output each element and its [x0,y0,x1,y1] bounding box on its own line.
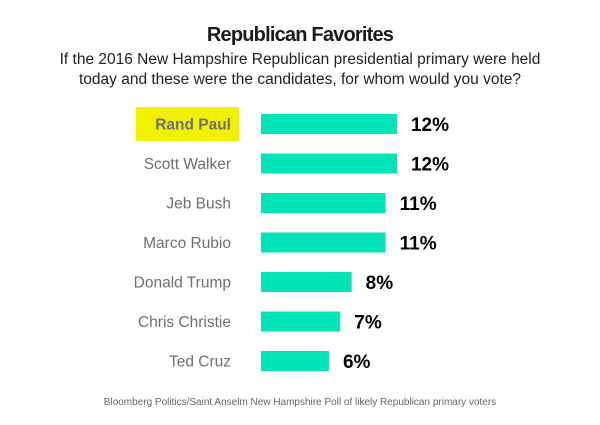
bar-row: Donald Trump 8% [134,272,394,294]
value-label: 12% [411,155,449,176]
category-label: Ted Cruz [169,354,231,371]
value-label: 6% [343,352,371,373]
chart-title: Republican Favorites [206,24,394,46]
bar-row: Rand Paul 12% [136,107,449,141]
category-label: Scott Walker [144,156,231,173]
value-label: 11% [400,194,437,215]
value-label: 8% [366,273,394,294]
bar-row: Jeb Bush 11% [166,193,437,215]
value-label: 11% [400,234,437,255]
chart-subtitle: If the 2016 New Hampshire Republican pre… [59,51,541,88]
bar-row: Chris Christie 7% [138,311,382,334]
bar-row: Ted Cruz 6% [169,351,371,373]
bars-group: Rand Paul 12%Scott Walker 12%Jeb Bush 11%Ma… [134,107,449,373]
bar-row: Scott Walker 12% [144,153,449,176]
category-label: Rand Paul [155,117,231,134]
bar-row: Marco Rubio 11% [143,232,437,255]
value-label: 12% [411,115,449,136]
category-label: Marco Rubio [143,235,231,252]
category-label: Donald Trump [134,275,231,292]
bar [261,351,329,371]
bar [261,153,397,174]
bar [261,232,386,253]
category-label: Chris Christie [138,314,231,331]
bar [261,311,341,332]
value-label: 7% [354,313,382,334]
source-note: Bloomberg Politics/Saint Anselm New Hamp… [103,397,497,408]
bar [261,193,386,213]
highlight-marker [136,107,239,141]
category-label: Jeb Bush [166,196,231,213]
bar [261,272,352,292]
bar [261,114,397,134]
